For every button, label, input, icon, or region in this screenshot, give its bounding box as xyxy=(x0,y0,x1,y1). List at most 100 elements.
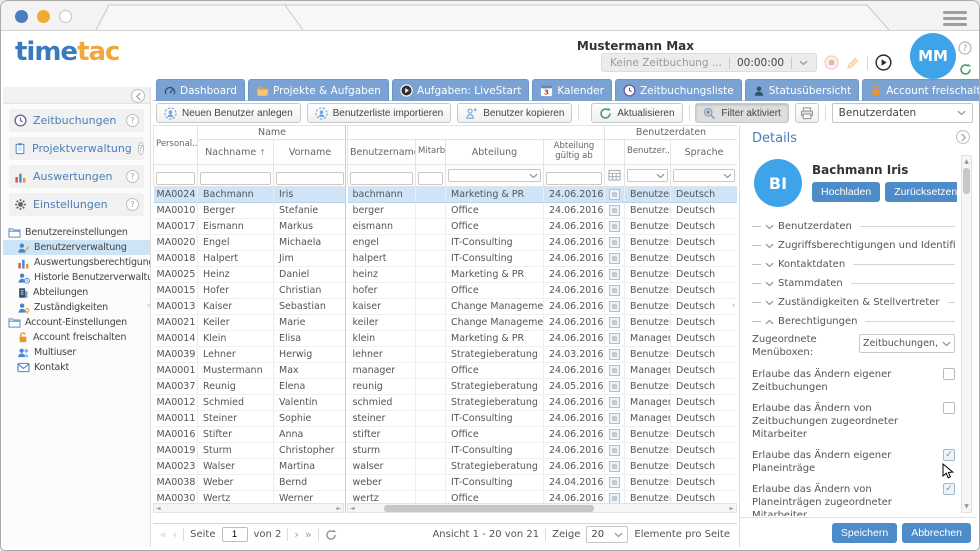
tree-node-historie-benutzerverwaltung[interactable]: Historie Benutzerverwaltung xyxy=(3,270,150,285)
calendar-cell-icon[interactable] xyxy=(609,285,620,296)
table-row[interactable]: reunig Strategieberatung 24.05.2016 Benutze… xyxy=(347,378,737,395)
tree-node-kontakt[interactable]: Kontakt xyxy=(3,360,150,375)
section-zugriffsberechtigungen-und-identifikation[interactable]: Zugriffsberechtigungen und Identifikatio… xyxy=(752,236,955,255)
table-row[interactable]: MA0014 Klein Elisa xyxy=(153,330,345,347)
table-row[interactable]: MA0011 Steiner Sophie xyxy=(153,410,345,427)
save-button[interactable]: Speichern xyxy=(831,522,898,543)
table-row[interactable]: MA0010 Berger Stefanie xyxy=(153,202,345,219)
prev-page-button[interactable]: ‹ xyxy=(172,528,178,541)
calendar-cell-icon[interactable] xyxy=(609,461,620,472)
calendar-cell-icon[interactable] xyxy=(609,205,620,216)
section-stammdaten[interactable]: Stammdaten xyxy=(752,274,955,293)
col-header-abteilung-gueltig-ab[interactable]: Abteilung gültig ab xyxy=(543,139,605,165)
table-row[interactable]: MA0013 Kaiser Sebastian xyxy=(153,298,345,315)
col-header-personalnummer[interactable]: Personal... xyxy=(153,125,198,165)
section-zuständigkeiten-stellvertreter[interactable]: Zuständigkeiten & Stellvertreter xyxy=(752,293,955,312)
calendar-cell-icon[interactable] xyxy=(609,365,620,376)
timer-task-selector[interactable]: Keine Zeitbuchung ... 00:00:00 xyxy=(601,53,818,72)
tab-statusübersicht[interactable]: Statusübersicht xyxy=(744,79,860,101)
vscrollbar-thumb[interactable] xyxy=(963,168,970,194)
sidebar-splitter-handle[interactable]: ‹ xyxy=(147,301,151,311)
tab-dashboard[interactable]: Dashboard xyxy=(156,79,245,101)
filter-nachname-input[interactable] xyxy=(200,171,271,185)
permission-checkbox[interactable]: ✓ xyxy=(943,449,955,461)
col-header-benutzername[interactable]: Benutzername xyxy=(347,139,416,165)
reload-icon[interactable] xyxy=(959,63,972,76)
hscrollbar-thumb[interactable] xyxy=(384,505,594,512)
calendar-filter-icon[interactable] xyxy=(608,169,621,181)
section-kontaktdaten[interactable]: Kontaktdaten xyxy=(752,255,955,274)
table-row[interactable]: weber IT-Consulting 24.04.2016 Benutzer Deut… xyxy=(347,474,737,491)
filter-sprache-select[interactable] xyxy=(673,169,736,182)
table-row[interactable]: MA0038 Weber Bernd xyxy=(153,474,345,491)
table-row[interactable]: MA0024 Bachmann Iris xyxy=(153,186,345,203)
table-row[interactable]: walser Strategieberatung 24.06.2016 Benutze… xyxy=(347,458,737,475)
table-row[interactable]: manager Office 24.06.2016 Manager Deutsch xyxy=(347,362,737,379)
benutzerliste-importieren-button[interactable]: Benutzerliste importieren xyxy=(306,103,452,123)
tree-node-account-freischalten[interactable]: Account freischalten xyxy=(3,330,150,345)
table-row[interactable]: bachmann Marketing & PR 24.06.2016 Benutzer… xyxy=(347,186,737,203)
calendar-cell-icon[interactable] xyxy=(609,189,620,200)
last-page-button[interactable]: » xyxy=(304,528,312,541)
filter-benutzer-select[interactable] xyxy=(627,169,668,182)
table-row[interactable]: MA0021 Keiler Marie xyxy=(153,314,345,331)
table-row[interactable]: steiner IT-Consulting 24.06.2016 Manager Deu… xyxy=(347,410,737,427)
tree-node-benutzerverwaltung[interactable]: Benutzerverwaltung xyxy=(3,240,150,255)
calendar-cell-icon[interactable] xyxy=(609,301,620,312)
tree-node-account-einstellungen[interactable]: Account-Einstellungen xyxy=(3,315,150,330)
table-row[interactable]: hofer Office 24.06.2016 Benutzer Deutsch xyxy=(347,282,737,299)
sidebar-item-auswertungen[interactable]: Auswertungen? xyxy=(9,165,144,188)
col-header-sprache[interactable]: Sprache xyxy=(669,139,737,165)
tab-account-freischalten[interactable]: Account freischalten xyxy=(862,79,979,101)
details-splitter-handle[interactable]: ‹ xyxy=(732,301,736,311)
table-row[interactable]: MA0025 Heinz Daniel xyxy=(153,266,345,283)
tree-node-benutzereinstellungen[interactable]: Benutzereinstellungen xyxy=(3,225,150,240)
section-berechtigungen[interactable]: Berechtigungen xyxy=(752,312,955,331)
reset-button[interactable]: Zurücksetzen xyxy=(885,182,957,202)
table-row[interactable]: halpert IT-Consulting 24.06.2016 Benutzer De… xyxy=(347,250,737,267)
help-icon[interactable]: ? xyxy=(137,142,145,155)
sidebar-collapse-button[interactable] xyxy=(131,89,145,103)
calendar-cell-icon[interactable] xyxy=(609,269,620,280)
calendar-cell-icon[interactable] xyxy=(609,397,620,408)
table-row[interactable]: lehner Strategieberatung 24.03.2016 Benutze… xyxy=(347,346,737,363)
filter-gueltig-ab-input[interactable] xyxy=(546,171,602,185)
table-row[interactable]: kaiser Change Management 24.06.2016 Benutze… xyxy=(347,298,737,315)
table-row[interactable]: eismann Office 24.06.2016 Benutzer Deutsch xyxy=(347,218,737,235)
tree-node-abteilungen[interactable]: Abteilungen xyxy=(3,285,150,300)
edit-booking-icon[interactable] xyxy=(846,56,860,70)
col-header-benutzer[interactable]: Benutzer... xyxy=(624,139,671,165)
calendar-cell-icon[interactable] xyxy=(609,429,620,440)
first-page-button[interactable]: « xyxy=(160,528,167,541)
view-select[interactable]: Benutzerdaten xyxy=(831,103,974,123)
permission-checkbox[interactable] xyxy=(943,402,955,414)
col-header-icon[interactable] xyxy=(604,139,625,165)
tree-node-auswertungsberechtigungen[interactable]: Auswertungsberechtigungen xyxy=(3,255,150,270)
help-icon[interactable]: ? xyxy=(126,198,139,211)
calendar-cell-icon[interactable] xyxy=(609,237,620,248)
window-control-minimize[interactable] xyxy=(37,10,50,23)
col-header-vorname[interactable]: Vorname xyxy=(273,139,345,165)
col-header-nachname[interactable]: Nachname ↑ xyxy=(197,139,274,165)
user-avatar[interactable]: MM xyxy=(910,33,956,79)
section-benutzerdaten[interactable]: Benutzerdaten xyxy=(752,217,955,236)
help-icon[interactable]: ? xyxy=(126,170,139,183)
print-button[interactable] xyxy=(794,103,819,123)
table-row[interactable]: heinz Marketing & PR 24.06.2016 Benutzer Deu… xyxy=(347,266,737,283)
start-timer-icon[interactable] xyxy=(875,54,892,71)
window-control-close[interactable] xyxy=(15,10,28,23)
table-row[interactable]: MA0012 Schmied Valentin xyxy=(153,394,345,411)
details-collapse-button[interactable] xyxy=(956,130,970,144)
tree-node-multiuser[interactable]: Multiuser xyxy=(3,345,150,360)
benutzer-kopieren-button[interactable]: Benutzer kopieren xyxy=(457,103,573,123)
next-page-button[interactable]: › xyxy=(294,528,299,541)
menuboxes-select[interactable]: Zeitbuchungen, 12, A xyxy=(859,334,955,353)
calendar-cell-icon[interactable] xyxy=(609,221,620,232)
table-row[interactable]: MA0023 Walser Martina xyxy=(153,458,345,475)
table-row[interactable]: MA0017 Eismann Markus xyxy=(153,218,345,235)
filter-personal-input[interactable] xyxy=(156,171,195,185)
page-input[interactable] xyxy=(221,527,248,542)
table-row[interactable]: sturm IT-Consulting 24.06.2016 Benutzer Deut… xyxy=(347,442,737,459)
refresh-grid-icon[interactable] xyxy=(325,529,337,541)
cancel-button[interactable]: Abbrechen xyxy=(902,522,971,543)
